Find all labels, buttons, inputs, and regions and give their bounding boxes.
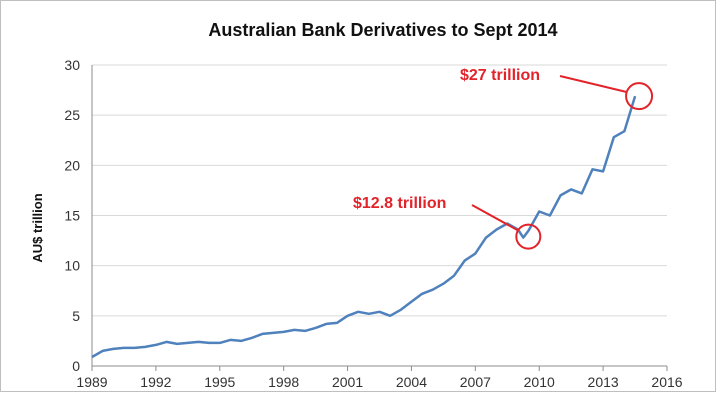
y-tick-label: 10 (64, 258, 80, 274)
annotation-label-27: $27 trillion (460, 67, 540, 84)
y-tick-label: 30 (64, 57, 80, 73)
series-layer (91, 95, 637, 359)
y-tick-label: 20 (64, 157, 80, 173)
annotation-leader-12-8 (471, 204, 519, 232)
x-tick-label: 1998 (268, 374, 299, 390)
series-line (91, 95, 637, 359)
x-tick-label: 2001 (332, 374, 363, 390)
y-tick-labels: 0 5 10 15 20 25 30 (64, 57, 80, 374)
x-tick-label: 2013 (588, 374, 619, 390)
annotation-circle-12-8 (515, 223, 542, 250)
x-tick-label: 2007 (460, 374, 491, 390)
y-tick-label: 25 (64, 107, 80, 123)
grid-lines (92, 64, 667, 317)
x-tick-label: 1989 (76, 374, 107, 390)
annotation-circle-27 (625, 82, 654, 111)
x-tick-labels: 1989 1992 1995 1998 2001 2004 2007 2010 2013 2016 (76, 374, 682, 390)
x-tick-label: 2010 (524, 374, 555, 390)
axes (91, 65, 668, 371)
y-tick-label: 5 (72, 308, 80, 324)
annotations: $12.8 trillion $27 trillion (353, 67, 654, 250)
x-tick-label: 2004 (396, 374, 427, 390)
x-tick-label: 2016 (651, 374, 682, 390)
annotation-label-12-8: $12.8 trillion (353, 195, 446, 212)
y-axis-label: AU$ trillion (30, 193, 45, 262)
y-tick-label: 15 (64, 208, 80, 224)
x-tick-label: 1995 (204, 374, 235, 390)
chart-title: Australian Bank Derivatives to Sept 2014 (208, 20, 557, 40)
x-tick-label: 1992 (140, 374, 171, 390)
y-tick-label: 0 (72, 358, 80, 374)
annotation-leader-27 (559, 75, 628, 94)
